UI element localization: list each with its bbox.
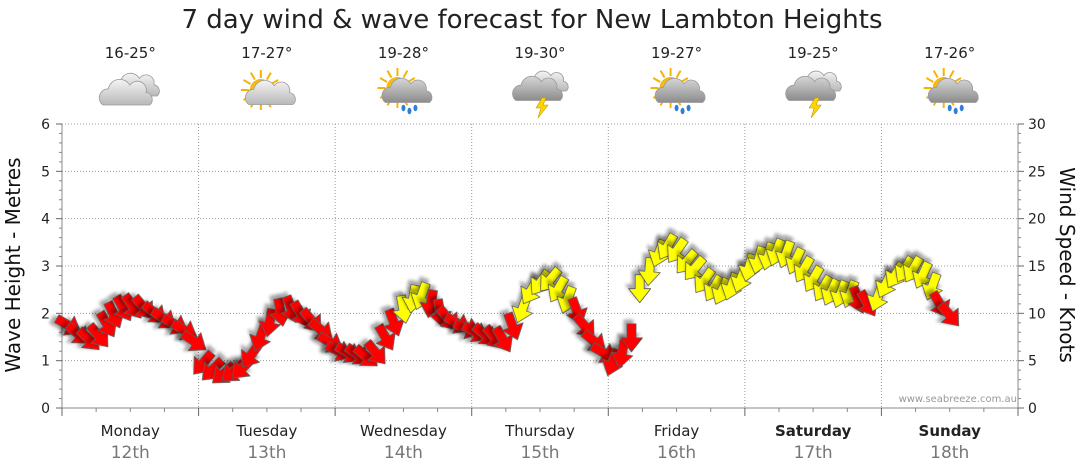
right-tick-label: 30 bbox=[1028, 117, 1046, 133]
shower-weather-icon bbox=[923, 68, 979, 115]
wind-arrow-shape bbox=[620, 323, 643, 353]
lightning-bolt bbox=[808, 97, 822, 119]
left-tick-label: 1 bbox=[41, 354, 50, 370]
sun-ray bbox=[932, 70, 939, 79]
wind-arrow bbox=[180, 329, 207, 352]
wind-arrow bbox=[628, 274, 652, 304]
sun-ray bbox=[402, 70, 409, 79]
right-tick-label: 25 bbox=[1028, 164, 1046, 180]
rain-drop bbox=[947, 104, 952, 112]
day-label-monday: Monday bbox=[101, 422, 160, 440]
wind-arrow-shape bbox=[684, 254, 708, 280]
rain-drop bbox=[953, 107, 958, 115]
temperature-label: 19-28° bbox=[378, 44, 429, 62]
wind-arrow-shape bbox=[180, 329, 207, 352]
right-axis-title: Wind Speed - Knots bbox=[1055, 167, 1079, 363]
day-date-label: 16th bbox=[657, 443, 696, 463]
rain-drop bbox=[959, 104, 964, 112]
wind-arrow-shape bbox=[637, 256, 661, 287]
right-tick-label: 10 bbox=[1028, 306, 1046, 322]
wind-arrow-shape bbox=[936, 301, 960, 327]
temperature-label: 16-25° bbox=[105, 44, 156, 62]
cloud-shape bbox=[512, 75, 563, 101]
rain-drop bbox=[680, 107, 685, 115]
day-date-label: 15th bbox=[520, 443, 559, 463]
wind-arrow bbox=[684, 254, 708, 280]
wind-arrow bbox=[936, 301, 960, 327]
chart-title: 7 day wind & wave forecast for New Lambt… bbox=[182, 5, 883, 35]
day-date-label: 17th bbox=[794, 443, 833, 463]
left-tick-label: 3 bbox=[41, 259, 50, 275]
left-tick-label: 2 bbox=[41, 306, 50, 322]
sun-ray bbox=[675, 70, 682, 79]
cloud-shape bbox=[98, 79, 153, 106]
sun-ray bbox=[386, 70, 393, 79]
wind-arrow bbox=[501, 311, 524, 341]
rain-drop bbox=[686, 104, 691, 112]
sun-ray bbox=[925, 77, 934, 83]
shower-weather-icon bbox=[650, 68, 706, 115]
right-tick-label: 15 bbox=[1028, 259, 1046, 275]
sun-ray bbox=[659, 70, 666, 79]
storm-weather-icon bbox=[785, 70, 842, 119]
cloud-shape bbox=[785, 75, 837, 101]
rain-drop bbox=[401, 104, 406, 112]
left-axis-title: Wave Height - Metres bbox=[1, 157, 25, 372]
day-label-wednesday: Wednesday bbox=[360, 422, 447, 440]
left-tick-label: 4 bbox=[41, 212, 50, 228]
sun-ray bbox=[652, 77, 661, 83]
sun-ray bbox=[249, 72, 256, 81]
sun-ray bbox=[243, 79, 251, 85]
wind-arrow-shape bbox=[307, 317, 333, 340]
cloud-shape bbox=[927, 77, 979, 103]
lightning-bolt bbox=[535, 97, 549, 119]
left-tick-label: 5 bbox=[41, 164, 50, 180]
cloudy-weather-icon bbox=[98, 72, 160, 106]
day-label-friday: Friday bbox=[654, 422, 700, 440]
day-label-tuesday: Tuesday bbox=[235, 422, 297, 440]
right-tick-label: 0 bbox=[1028, 401, 1037, 417]
storm-weather-icon bbox=[512, 70, 569, 119]
wind-arrow bbox=[620, 323, 643, 353]
cloud-shape bbox=[654, 77, 706, 103]
left-tick-label: 0 bbox=[41, 401, 50, 417]
wind-arrow-shape bbox=[501, 311, 524, 341]
wind-arrow-shape bbox=[628, 274, 652, 304]
wind-arrow bbox=[307, 317, 333, 340]
temperature-label: 19-30° bbox=[514, 44, 565, 62]
temperature-label: 17-27° bbox=[241, 44, 292, 62]
temperature-label: 17-26° bbox=[924, 44, 975, 62]
day-date-label: 12th bbox=[111, 443, 150, 463]
wind-arrow bbox=[637, 256, 661, 287]
rain-drop bbox=[407, 107, 412, 115]
day-label-thursday: Thursday bbox=[504, 422, 575, 440]
shower-weather-icon bbox=[377, 68, 433, 115]
partly-cloudy-weather-icon bbox=[240, 70, 296, 110]
rain-drop bbox=[413, 104, 418, 112]
day-date-label: 14th bbox=[384, 443, 423, 463]
sun-ray bbox=[265, 72, 272, 81]
temperature-label: 19-25° bbox=[788, 44, 839, 62]
right-tick-label: 5 bbox=[1028, 354, 1037, 370]
rain-drop bbox=[674, 104, 679, 112]
right-tick-label: 20 bbox=[1028, 212, 1046, 228]
watermark: www.seabreeze.com.au bbox=[899, 394, 1017, 405]
day-label-saturday: Saturday bbox=[775, 422, 852, 440]
cloud-shape bbox=[381, 77, 433, 103]
sun-ray bbox=[948, 70, 955, 79]
temperature-label: 19-27° bbox=[651, 44, 702, 62]
day-label-sunday: Sunday bbox=[919, 422, 982, 440]
left-tick-label: 6 bbox=[41, 117, 50, 133]
day-date-label: 13th bbox=[247, 443, 286, 463]
day-date-label: 18th bbox=[930, 443, 969, 463]
sun-ray bbox=[379, 77, 388, 83]
cloud-shape bbox=[244, 79, 296, 105]
